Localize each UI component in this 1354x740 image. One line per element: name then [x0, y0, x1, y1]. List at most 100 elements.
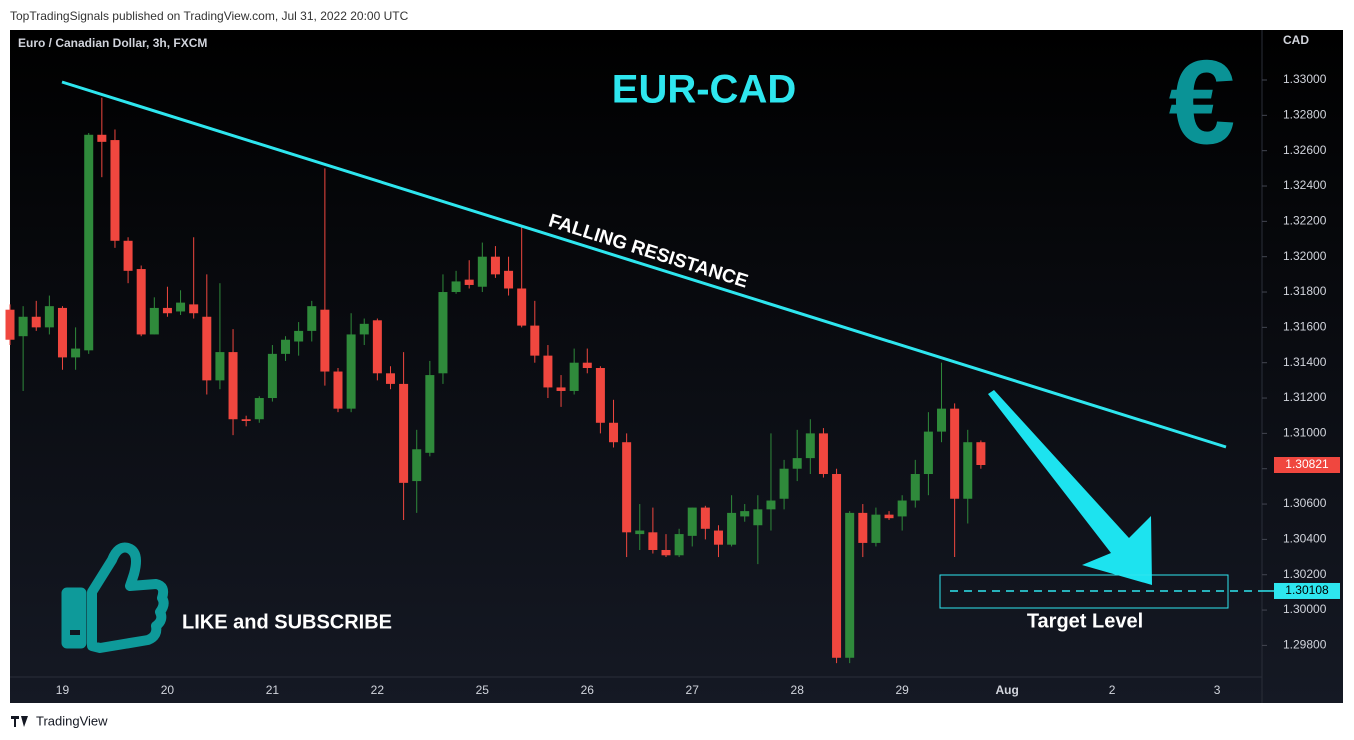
footer: TradingView — [36, 713, 108, 728]
candle-body — [871, 514, 881, 543]
candle-body — [189, 304, 199, 314]
target-price-label: 1.30108 — [1285, 583, 1329, 597]
candle-body — [425, 375, 435, 453]
x-tick-label: 27 — [686, 683, 700, 697]
y-tick-label: 1.30200 — [1283, 567, 1327, 581]
candle-body — [937, 408, 947, 432]
candle-body — [687, 507, 697, 536]
y-tick-label: 1.31000 — [1283, 426, 1327, 440]
x-tick-label: 2 — [1109, 683, 1116, 697]
target-label: Target Level — [1027, 610, 1143, 632]
candle-body — [267, 353, 277, 399]
candle-body — [950, 408, 960, 499]
candle-body — [517, 288, 527, 326]
candle-body — [595, 368, 605, 423]
candle-body — [359, 323, 369, 335]
candle-body — [818, 433, 828, 475]
y-tick-label: 1.32600 — [1283, 143, 1327, 157]
euro-icon: € — [1169, 36, 1236, 170]
candle-body — [123, 240, 133, 271]
candle-body — [215, 352, 225, 381]
candle-body — [241, 419, 251, 422]
last-price-box — [1274, 457, 1340, 474]
candle-body — [110, 140, 120, 241]
y-tick-label: 1.32200 — [1283, 214, 1327, 228]
candle-body — [228, 352, 238, 420]
candle-body — [910, 474, 920, 501]
candle-body — [740, 511, 750, 517]
cta-label: LIKE and SUBSCRIBE — [182, 611, 392, 633]
thumbs-up-icon — [61, 542, 169, 653]
candle-body — [44, 306, 54, 328]
candle-body — [884, 514, 894, 519]
candle-body — [71, 348, 81, 358]
header: TopTradingSignals published on TradingVi… — [10, 9, 409, 23]
candle-body — [18, 316, 28, 337]
candle-body — [294, 330, 304, 342]
symbol: Euro / Canadian Dollar, 3h, FXCM — [18, 36, 207, 50]
x-tick-label: 25 — [476, 683, 490, 697]
y-tick-label: 1.33000 — [1283, 72, 1327, 86]
candle-body — [700, 507, 710, 529]
candle-body — [858, 512, 868, 543]
y-tick-label: 1.32000 — [1283, 249, 1327, 263]
candle-body — [412, 449, 422, 482]
candle-body — [149, 307, 159, 335]
y-tick-label: 1.31400 — [1283, 355, 1327, 369]
candle-body — [57, 307, 67, 358]
candle-body — [805, 433, 815, 459]
candle-body — [582, 362, 592, 369]
tv-logo — [11, 716, 28, 727]
candle-body — [97, 134, 107, 142]
x-tick-label: 21 — [266, 683, 280, 697]
x-tick-label: 26 — [581, 683, 595, 697]
x-tick-label: 28 — [791, 683, 805, 697]
candle-body — [372, 320, 382, 374]
y-tick-label: 1.32800 — [1283, 108, 1327, 122]
candle-body — [530, 325, 540, 356]
chart-title: EUR-CAD — [612, 68, 796, 112]
candle-body — [792, 458, 802, 469]
target-arrow — [988, 390, 1152, 585]
candle-body — [490, 256, 500, 275]
candle-body — [333, 371, 343, 409]
candle-body — [31, 316, 41, 328]
y-tick-label: 1.30000 — [1283, 602, 1327, 616]
candle-body — [556, 387, 566, 391]
candle-body — [307, 306, 317, 331]
x-tick-label: 19 — [56, 683, 70, 697]
candle-body — [504, 270, 514, 289]
resistance-line — [61, 80, 1227, 449]
candle-body — [346, 334, 356, 409]
candle-body — [923, 431, 933, 475]
candle-body — [727, 512, 737, 545]
x-tick-label: 22 — [371, 683, 385, 697]
currency: CAD — [1283, 33, 1309, 47]
candle-body — [832, 474, 842, 658]
x-tick-label: 3 — [1214, 683, 1221, 697]
candle-body — [543, 355, 553, 388]
candle-body — [753, 509, 763, 526]
y-tick-label: 1.32400 — [1283, 178, 1327, 192]
candle-body — [569, 362, 579, 391]
candle-body — [451, 281, 461, 293]
y-tick-label: 1.31800 — [1283, 284, 1327, 298]
x-tick-label: 29 — [895, 683, 909, 697]
last-price-label: 1.30821 — [1285, 457, 1329, 471]
candle-body — [385, 373, 395, 384]
candle-body — [202, 316, 212, 381]
candle-body — [713, 530, 723, 545]
candle-body — [254, 398, 264, 420]
candle-body — [399, 383, 409, 483]
candle-body — [766, 500, 776, 510]
candle-body — [84, 134, 94, 351]
candle-body — [674, 534, 684, 556]
candle-body — [320, 309, 330, 372]
candle-body — [477, 256, 487, 287]
candle-body — [464, 279, 474, 285]
candle-body — [845, 512, 855, 658]
candle-body — [176, 302, 186, 312]
candle-body — [622, 442, 632, 533]
